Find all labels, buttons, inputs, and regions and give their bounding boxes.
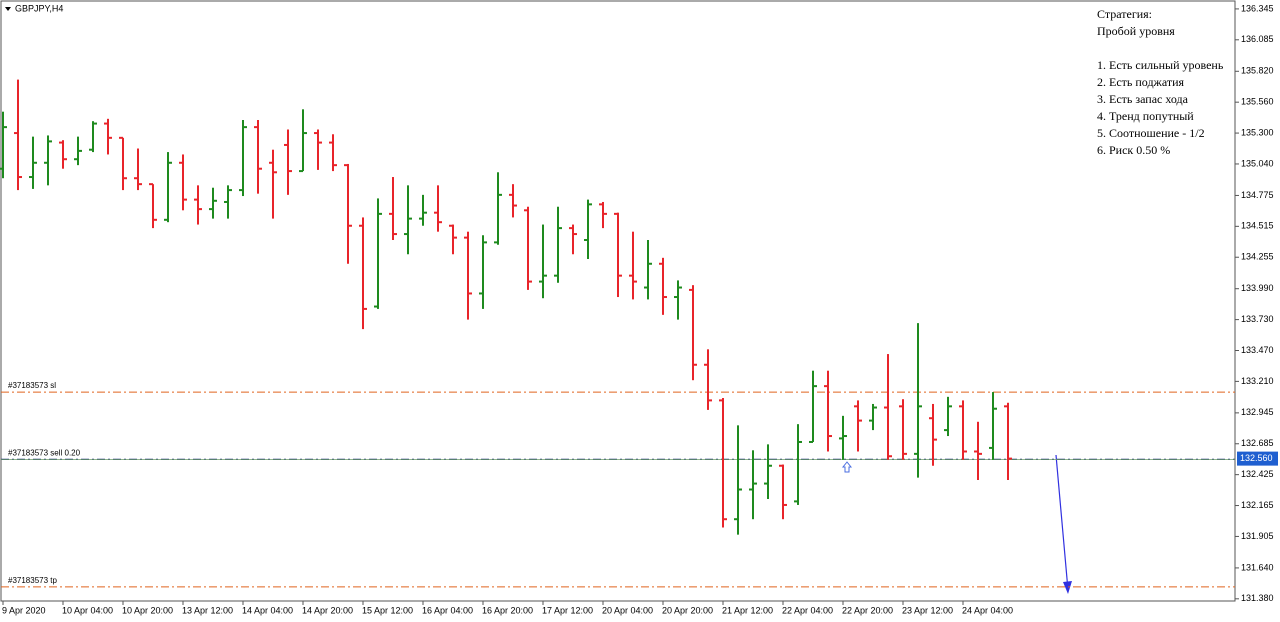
y-tick-label: 133.210	[1241, 376, 1274, 386]
x-tick-label: 10 Apr 04:00	[62, 605, 113, 615]
x-tick-label: 9 Apr 2020	[2, 605, 46, 615]
y-tick-label: 132.685	[1241, 438, 1274, 448]
strategy-note: Пробой уровня	[1097, 24, 1175, 38]
sell-arrow-icon	[841, 461, 853, 473]
y-tick-label: 135.040	[1241, 158, 1274, 168]
strategy-note: 1. Есть сильный уровень	[1097, 58, 1224, 72]
y-tick-label: 131.640	[1241, 562, 1274, 572]
x-tick-label: 14 Apr 20:00	[302, 605, 353, 615]
chart-title: GBPJPY,H4	[15, 3, 63, 13]
order-level-label: #37183573 sell 0.20	[8, 448, 81, 457]
y-tick-label: 134.255	[1241, 252, 1274, 262]
x-tick-label: 23 Apr 12:00	[902, 605, 953, 615]
target-arrow-line	[1055, 454, 1069, 591]
x-tick-label: 21 Apr 12:00	[722, 605, 773, 615]
plot-frame	[0, 0, 1236, 602]
strategy-note: Стратегия:	[1097, 7, 1152, 21]
y-tick-label: 136.085	[1241, 34, 1274, 44]
x-tick-label: 10 Apr 20:00	[122, 605, 173, 615]
x-tick-label: 24 Apr 04:00	[962, 605, 1013, 615]
y-tick-label: 134.775	[1241, 190, 1274, 200]
x-tick-label: 22 Apr 20:00	[842, 605, 893, 615]
strategy-note: 4. Тренд попутный	[1097, 109, 1194, 123]
y-tick-label: 133.730	[1241, 314, 1274, 324]
y-tick-label: 135.560	[1241, 97, 1274, 107]
strategy-note: 5. Соотношение - 1/2	[1097, 126, 1205, 140]
x-tick-label: 13 Apr 12:00	[182, 605, 233, 615]
x-tick-label: 17 Apr 12:00	[542, 605, 593, 615]
strategy-note: 2. Есть поджатия	[1097, 75, 1185, 89]
title-arrow	[5, 7, 11, 11]
y-tick-label: 136.345	[1241, 3, 1274, 13]
y-tick-label: 133.470	[1241, 345, 1274, 355]
y-tick-label: 131.380	[1241, 593, 1274, 603]
current-price-label: 132.560	[1240, 453, 1273, 463]
order-level-label: #37183573 tp	[8, 576, 57, 585]
target-arrow-head	[1063, 581, 1072, 594]
y-tick-label: 131.905	[1241, 531, 1274, 541]
order-level-label: #37183573 sl	[8, 381, 56, 390]
current-price-box	[1237, 451, 1278, 466]
y-tick-label: 132.945	[1241, 407, 1274, 417]
x-tick-label: 16 Apr 20:00	[482, 605, 533, 615]
y-tick-label: 133.990	[1241, 283, 1274, 293]
strategy-note: 6. Риск 0.50 %	[1097, 143, 1170, 157]
x-tick-label: 15 Apr 12:00	[362, 605, 413, 615]
y-tick-label: 132.425	[1241, 469, 1274, 479]
strategy-note: 3. Есть запас хода	[1097, 92, 1189, 106]
y-tick-label: 135.820	[1241, 66, 1274, 76]
y-tick-label: 135.300	[1241, 127, 1274, 137]
y-tick-label: 134.515	[1241, 221, 1274, 231]
x-tick-label: 16 Apr 04:00	[422, 605, 473, 615]
x-tick-label: 20 Apr 04:00	[602, 605, 653, 615]
x-tick-label: 14 Apr 04:00	[242, 605, 293, 615]
x-tick-label: 22 Apr 04:00	[782, 605, 833, 615]
y-tick-label: 132.165	[1241, 500, 1274, 510]
x-tick-label: 20 Apr 20:00	[662, 605, 713, 615]
